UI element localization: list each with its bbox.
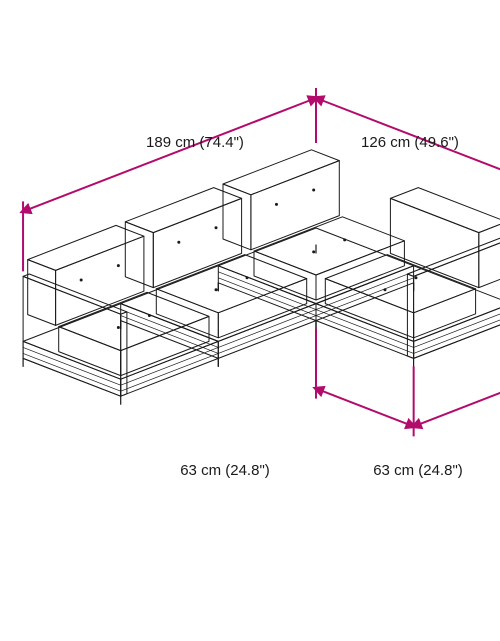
dim-label-seat-right: 63 cm (24.8") bbox=[338, 462, 498, 479]
diagram-svg bbox=[0, 0, 500, 641]
diagram-canvas bbox=[0, 0, 500, 641]
dim-label-seat-left: 63 cm (24.8") bbox=[145, 462, 305, 479]
dim-label-depth: 126 cm (49.6") bbox=[320, 134, 500, 151]
dim-width-in: (74.4") bbox=[199, 134, 244, 151]
sofa-outline bbox=[23, 150, 500, 404]
dim-label-width: 189 cm (74.4") bbox=[95, 134, 295, 151]
dim-seat-right-in: (24.8") bbox=[418, 462, 463, 479]
dim-seat-left-cm: 63 cm bbox=[180, 462, 221, 479]
dim-width-cm: 189 cm bbox=[146, 134, 195, 151]
dim-seat-right-cm: 63 cm bbox=[373, 462, 414, 479]
dim-seat-left-in: (24.8") bbox=[225, 462, 270, 479]
dim-depth-cm: 126 cm bbox=[361, 134, 410, 151]
dim-depth-in: (49.6") bbox=[414, 134, 459, 151]
